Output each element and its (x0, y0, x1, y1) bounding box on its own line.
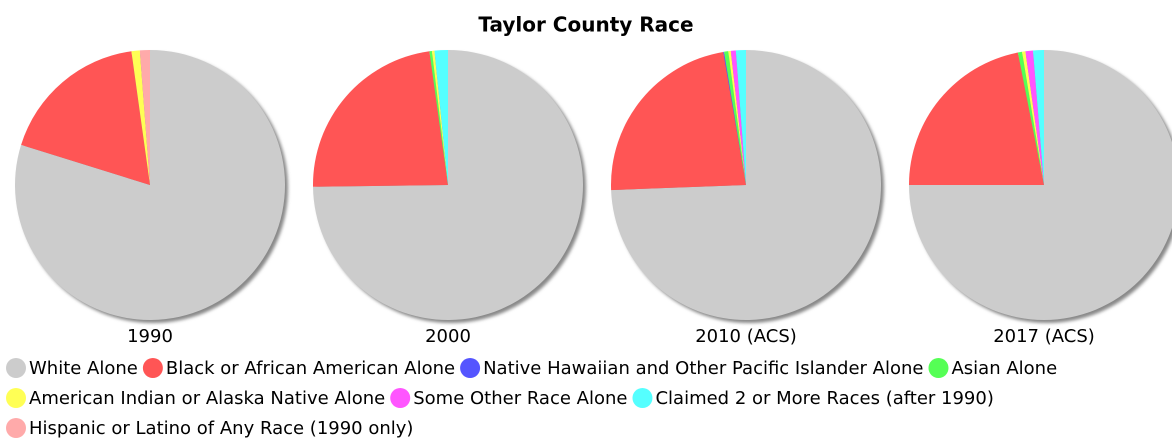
legend-label: Claimed 2 or More Races (after 1990) (655, 388, 993, 409)
pie-slice (1022, 51, 1044, 186)
pie-slice (728, 50, 746, 185)
legend-entry: Some Other Race Alone (390, 388, 627, 409)
legend-swatch (632, 388, 653, 408)
legend-label: Black or African American Alone (166, 358, 455, 379)
pie-slice (313, 51, 448, 187)
legend-swatch (390, 388, 411, 408)
legend-label: Some Other Race Alone (413, 388, 627, 409)
pie-label: 1990 (127, 326, 173, 347)
legend-entry: Asian Alone (928, 358, 1057, 379)
pie-slice (1032, 50, 1044, 185)
pie-slice (14, 50, 285, 321)
pie-slice (434, 50, 448, 185)
legend-entry: Native Hawaiian and Other Pacific Island… (460, 358, 923, 379)
pie-slice (723, 51, 746, 186)
pie-slice (611, 51, 746, 191)
pie-slice (1017, 51, 1044, 186)
legend-label: Native Hawaiian and Other Pacific Island… (483, 358, 923, 379)
legend-swatch (928, 358, 949, 378)
legend-entry: White Alone (6, 358, 138, 379)
pie-slice (735, 50, 746, 185)
legend-swatch (460, 358, 481, 378)
legend-swatch (6, 388, 26, 408)
pie-label: 2017 (ACS) (993, 326, 1095, 347)
pie-slice (1025, 50, 1044, 185)
pie-slice (21, 51, 150, 186)
pie-slice (313, 50, 583, 320)
legend-label: Hispanic or Latino of Any Race (1990 onl… (29, 418, 413, 439)
pie-slice (131, 50, 150, 186)
pie-slice (724, 51, 746, 186)
legend-label: American Indian or Alaska Native Alone (29, 388, 385, 409)
pie-label: 2000 (425, 326, 471, 347)
legend-label: Asian Alone (951, 358, 1057, 379)
chart-title: Taylor County Race (478, 13, 693, 37)
pie-slice (431, 50, 448, 186)
legend-entry: Claimed 2 or More Races (after 1990) (632, 388, 994, 409)
legend-entry: Black or African American Alone (142, 358, 455, 379)
legend-entry: American Indian or Alaska Native Alone (6, 388, 385, 409)
legend-swatch (6, 358, 26, 378)
legend-label: White Alone (29, 358, 138, 379)
pie-slice (429, 50, 448, 186)
legend-swatch (6, 418, 26, 438)
pie-slice (730, 50, 746, 186)
pie-slice (139, 50, 150, 185)
legend-swatch (142, 358, 163, 378)
pie-slice (909, 52, 1044, 185)
pie-slice (611, 50, 882, 320)
pie-label: 2010 (ACS) (695, 326, 797, 347)
legend-entry: Hispanic or Latino of Any Race (1990 onl… (6, 418, 413, 439)
